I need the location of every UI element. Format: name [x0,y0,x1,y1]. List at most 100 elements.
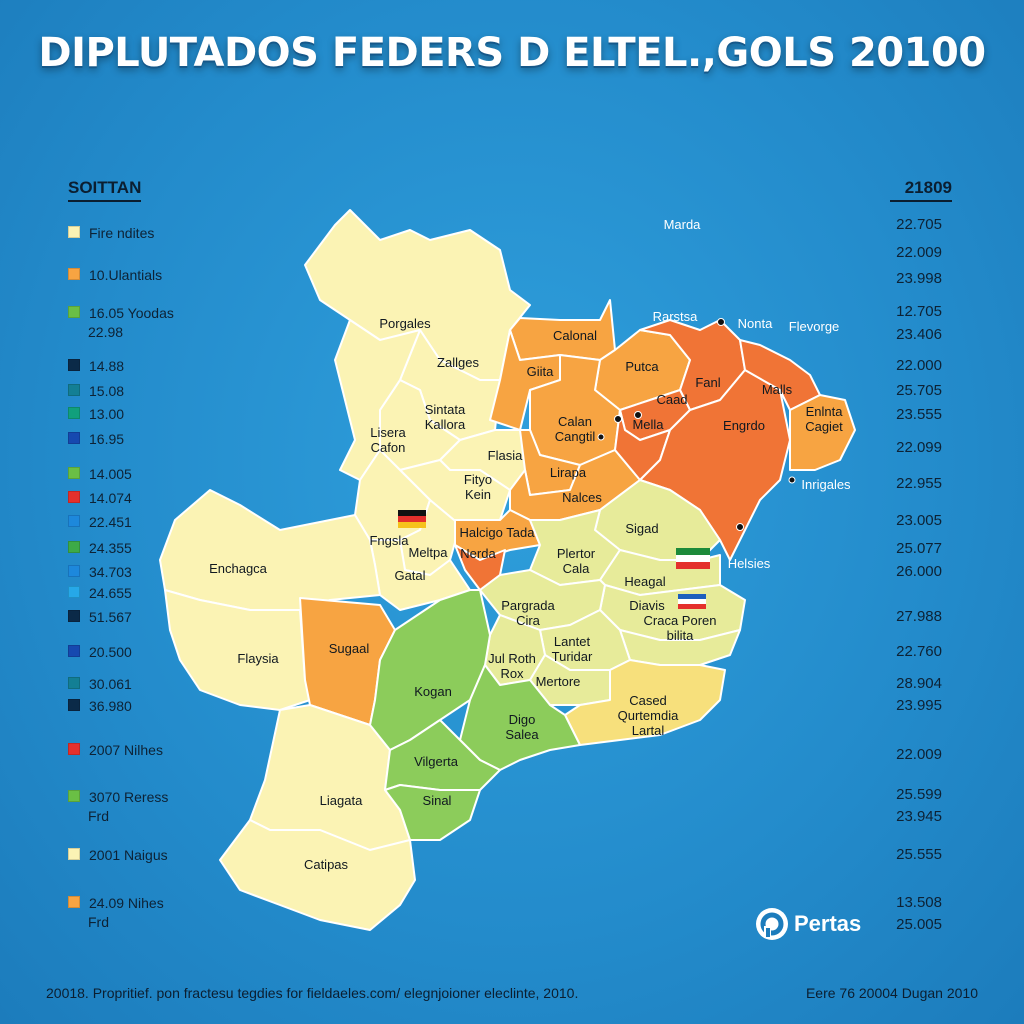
legend-swatch [68,432,80,444]
region-label: Lirapa [550,465,587,480]
outside-labels: Marda Rarstsa Nonta Flevorge Inrigales H… [653,217,851,571]
region-enlnta[interactable] [789,394,856,471]
region-label: Catipas [304,857,349,872]
region-label: Digo Salea [505,712,539,742]
value-cell: 23.998 [896,270,942,287]
region-label: Heagal [624,574,665,589]
legend-item: 14.005 [68,465,132,484]
value-cell: 22.009 [896,746,942,763]
legend-item: 16.95 [68,430,124,449]
legend-swatch [68,790,80,802]
footer-source: 20018. Propritief. pon fractesu tegdies … [46,985,579,1001]
value-cell: 23.995 [896,697,942,714]
legend-swatch [68,306,80,318]
region-label: Diavis [629,598,665,613]
region-label: Caad [656,392,687,407]
region-label: Calan Cangtil [555,414,596,444]
value-cell: 22.000 [896,357,942,374]
value-cell: 25.705 [896,382,942,399]
legend-item: 20.500 [68,643,132,662]
value-cell: 22.760 [896,643,942,660]
city-marker[interactable] [597,433,605,441]
legend-swatch [68,407,80,419]
region-label: Liagata [320,793,363,808]
city-marker[interactable] [736,523,744,531]
legend-item: 14.074 [68,489,132,508]
region-label: Engrdo [723,418,765,433]
legend-swatch [68,565,80,577]
value-cell: 22.705 [896,216,942,233]
value-cell: 22.955 [896,475,942,492]
region-label: Flaysia [237,651,279,666]
legend-item: 15.08 [68,382,124,401]
flag-marker-3 [678,594,706,609]
value-cell: 22.009 [896,244,942,261]
value-cell: 23.005 [896,512,942,529]
region-label: Enlnta Cagiet [805,404,843,434]
region-cased[interactable] [564,659,726,746]
region-label: Sinal [423,793,452,808]
region-kogan[interactable] [369,589,491,751]
region-flaysia[interactable] [164,589,311,711]
place-label: Flevorge [789,319,840,334]
legend-heading: SOITTAN [68,178,142,202]
legend-swatch [68,515,80,527]
legend-swatch [68,743,80,755]
city-marker[interactable] [634,411,642,419]
legend-swatch [68,645,80,657]
legend-item: 10.Ulantials [68,266,162,285]
region-label: Zallges [437,355,479,370]
brand-name: Pertas [794,911,862,936]
value-cell: 27.988 [896,608,942,625]
region-label: Sigad [625,521,658,536]
city-marker[interactable] [788,476,796,484]
region-label: Lisera Cafon [370,425,406,455]
region-sinal[interactable] [384,784,481,841]
value-cell: 25.005 [896,916,942,933]
region-label: Halcigo Tada [460,525,536,540]
region-catipas[interactable] [219,819,416,931]
value-cell: 12.705 [896,303,942,320]
region-label: Putca [625,359,659,374]
region-label: Fanl [695,375,720,390]
value-cell: 25.555 [896,846,942,863]
legend-swatch [68,610,80,622]
legend-item: 2001 Naigus [68,846,168,865]
value-cell: 26.000 [896,563,942,580]
region-label: Fngsla [369,533,409,548]
flag-marker-2 [676,548,710,569]
legend-item: 14.88 [68,357,124,376]
value-cell: 23.406 [896,326,942,343]
region-enchagca[interactable] [159,489,381,611]
place-label: Inrigales [801,477,851,492]
region-label: Mella [632,417,664,432]
value-cell: 23.945 [896,808,942,825]
legend-item: 51.567 [68,608,132,627]
region-label: Jul Roth Rox [488,651,536,681]
legend-item: 24.655 [68,584,132,603]
region-label: Mertore [536,674,581,689]
region-label: Gatal [394,568,425,583]
region-label: Enchagca [209,561,268,576]
legend-swatch [68,491,80,503]
region-label: Sugaal [329,641,370,656]
value-cell: 23.555 [896,406,942,423]
legend-swatch [68,677,80,689]
region-labels: Porgales Zallges Sintata Kallora Lisera Ca… [209,316,843,872]
region-label: Calonal [553,328,597,343]
city-marker[interactable] [614,415,622,423]
value-cell: 25.599 [896,786,942,803]
legend-item: 24.09 Nihes Frd [68,894,164,932]
value-cell: 22.099 [896,439,942,456]
legend-item: Fire ndites [68,224,154,243]
legend-item: 24.355 [68,539,132,558]
region-label: Nerda [460,546,496,561]
legend-swatch [68,541,80,553]
brand-logo: Pertas [754,906,861,942]
footer-credit: Eere 76 20004 Dugan 2010 [805,985,978,1001]
legend-item: 34.703 [68,563,132,582]
map-title: DIPLUTADOS FEDERS D ELTEL.,GOLS 20100 [38,30,986,76]
legend-item: 13.00 [68,405,124,424]
city-marker[interactable] [717,318,725,326]
values-heading: 21809 [890,178,952,202]
